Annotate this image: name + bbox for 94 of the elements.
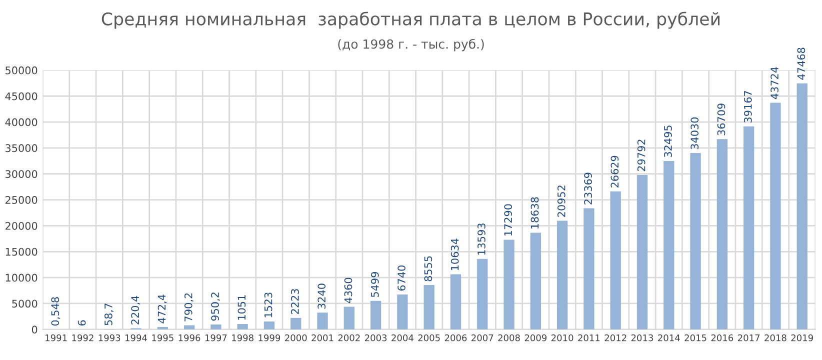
x-tick-label: 2010: [551, 334, 574, 342]
y-tick-label: 45000: [5, 92, 38, 100]
y-tick-label: 15000: [6, 248, 38, 256]
y-tick-label: 35000: [6, 144, 38, 152]
bar: [664, 160, 674, 330]
bar: [370, 300, 382, 330]
data-label: 43724: [770, 67, 778, 100]
data-label: 39167: [744, 91, 752, 122]
bar: [344, 306, 354, 330]
y-tick-label: 0: [32, 326, 38, 334]
data-label: 220,4: [131, 296, 140, 324]
x-tick-label: 2000: [285, 334, 307, 342]
data-label: 472,4: [158, 294, 167, 324]
x-tick-label: 2007: [472, 334, 494, 342]
x-tick-label: 1993: [98, 334, 120, 342]
x-tick-label: 1992: [72, 334, 94, 342]
x-tick-label: 1995: [152, 334, 174, 342]
x-tick-label: 2001: [312, 334, 334, 342]
bar: [397, 294, 408, 330]
bar: [450, 274, 462, 330]
bar: [636, 174, 648, 330]
x-tick-label: 2018: [764, 334, 786, 342]
data-label: 17290: [504, 204, 512, 236]
x-tick-label: 2016: [711, 334, 734, 342]
data-label: 5499: [370, 272, 379, 297]
data-label: 6: [78, 320, 86, 326]
bar: [290, 318, 302, 330]
x-tick-label: 1991: [46, 334, 67, 342]
x-tick-label: 2012: [604, 334, 626, 342]
data-label: 1051: [238, 295, 246, 320]
data-label: 10634: [450, 238, 459, 270]
bar: [584, 208, 594, 330]
bar: [770, 102, 781, 330]
y-tick-label: 5000: [12, 300, 38, 308]
data-label: 47468: [797, 48, 806, 80]
bar: [610, 191, 621, 330]
bar: [556, 220, 568, 330]
y-tick-label: 50000: [6, 66, 38, 74]
y-tick-label: 20000: [6, 222, 38, 230]
x-tick-label: 2014: [658, 334, 680, 342]
x-tick-label: 2002: [338, 334, 360, 342]
data-label: 23369: [584, 172, 592, 204]
x-tick-label: 2017: [738, 334, 760, 342]
data-label: 29792: [637, 140, 646, 172]
x-tick-label: 1997: [205, 334, 227, 342]
bar: [477, 258, 488, 330]
data-label: 18638: [530, 197, 539, 229]
data-label: 32495: [664, 126, 672, 158]
bar: [504, 240, 514, 330]
data-label: 34030: [690, 117, 699, 150]
x-tick-label: 2004: [392, 334, 414, 342]
bar: [237, 324, 248, 330]
y-tick-label: 10000: [6, 274, 38, 282]
x-tick-label: 1999: [258, 334, 280, 342]
data-label: 8555: [424, 256, 432, 282]
data-label: 950,2: [211, 292, 220, 321]
x-tick-label: 1998: [232, 334, 254, 342]
x-tick-label: 2015: [684, 334, 706, 342]
data-label: 58,7: [104, 304, 114, 326]
bar: [264, 322, 275, 330]
y-tick-label: 40000: [5, 118, 38, 126]
data-label: 3240: [318, 284, 326, 309]
data-label: 2223: [291, 289, 299, 314]
data-label: 1523: [264, 292, 272, 318]
data-label: 0,548: [51, 297, 60, 326]
x-tick-label: 2009: [524, 334, 547, 342]
bar: [317, 312, 328, 330]
bar: [690, 152, 701, 330]
data-label: 36709: [717, 104, 726, 136]
x-tick-label: 2006: [444, 334, 467, 342]
data-label: 20952: [557, 186, 566, 217]
x-tick-label: 2003: [364, 334, 387, 342]
y-tick-label: 25000: [6, 196, 38, 204]
data-label: 4360: [344, 278, 352, 304]
x-tick-label: 2005: [418, 334, 440, 342]
x-tick-label: 2019: [791, 334, 813, 342]
bar: [210, 324, 222, 330]
x-tick-label: 2011: [578, 334, 600, 342]
bar: [530, 232, 541, 330]
bar: [716, 139, 728, 330]
x-tick-label: 1996: [178, 334, 200, 342]
bar: [796, 83, 808, 330]
x-tick-label: 2013: [631, 334, 653, 342]
data-label: 13593: [478, 224, 486, 255]
chart-title: Средняя номинальная заработная плата в целом в России, рублей: [102, 12, 720, 29]
bar: [424, 285, 434, 330]
data-label: 6740: [398, 266, 406, 291]
y-tick-label: 30000: [6, 170, 38, 178]
data-label: 26629: [610, 156, 619, 188]
x-tick-label: 1994: [126, 334, 147, 342]
x-tick-label: 2008: [498, 334, 520, 342]
bar: [743, 126, 754, 330]
chart-subtitle: (до 1998 г. - тыс. руб.): [338, 38, 484, 52]
data-label: 790,2: [184, 293, 194, 322]
